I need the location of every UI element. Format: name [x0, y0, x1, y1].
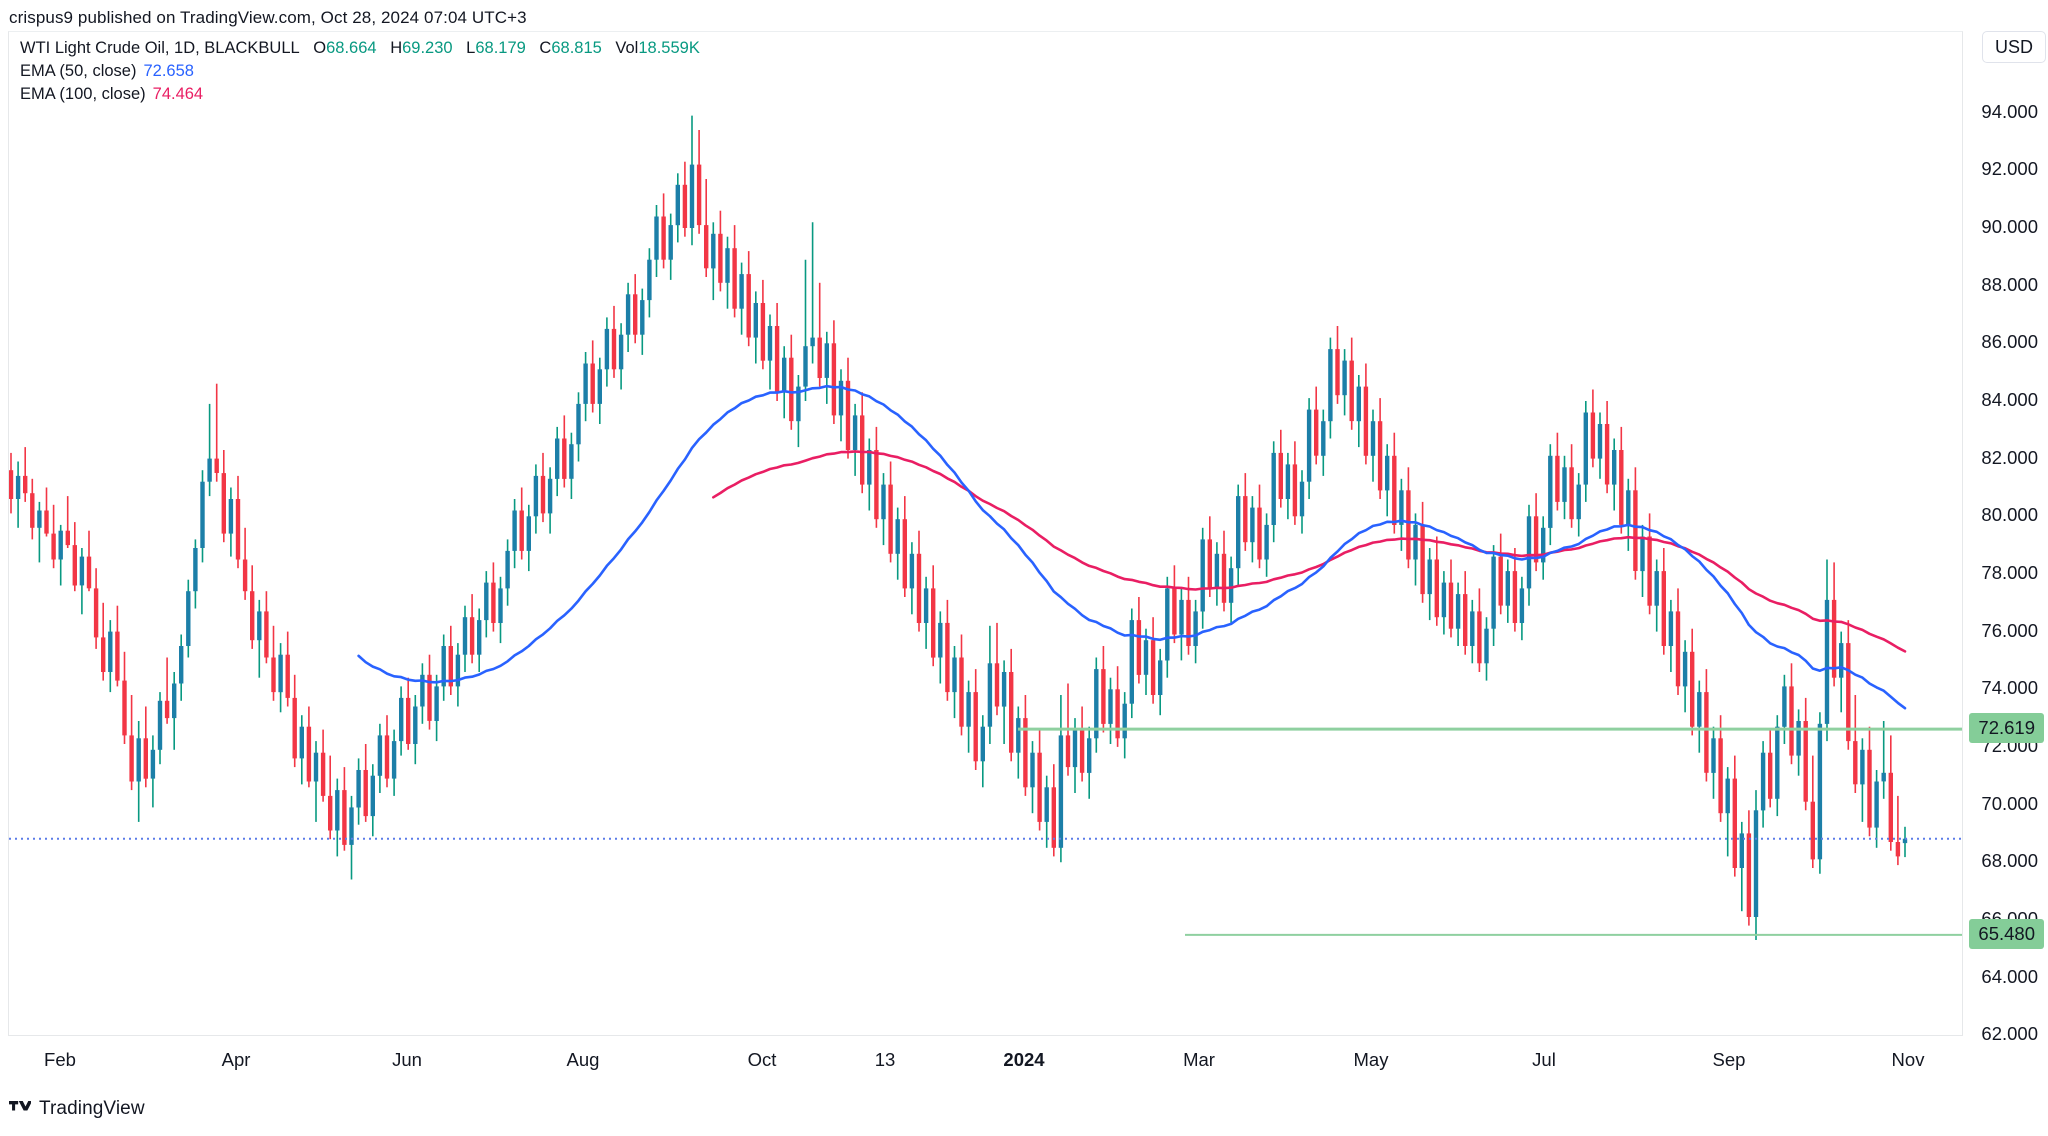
ema100-line: [712, 450, 1907, 653]
legend-ema50-value: 72.658: [143, 62, 194, 80]
tradingview-logo[interactable]: TradingView: [9, 1098, 145, 1120]
chart-plot-area[interactable]: [8, 31, 1963, 1065]
price-tick-label: 84.000: [1981, 388, 2038, 410]
price-tick-label: 92.000: [1981, 158, 2038, 180]
time-axis[interactable]: Feb Apr Jun Aug Oct 13 2024 Mar May Jul Sep Nov: [8, 1035, 1963, 1093]
legend-symbol-row[interactable]: WTI Light Crude Oil, 1D, BLACKBULL O68.6…: [20, 38, 700, 59]
legend-close-label: C: [539, 39, 552, 57]
legend-open-value: 68.664: [326, 39, 377, 57]
time-tick-label: Apr: [221, 1049, 251, 1070]
legend-ema50-row[interactable]: EMA (50, close) 72.658: [20, 61, 700, 82]
legend-ema50-name: EMA (50, close): [20, 62, 137, 80]
legend-low-label: L: [466, 39, 476, 57]
publisher-byline: crispus9 published on TradingView.com, O…: [9, 8, 527, 27]
legend-high-label: H: [390, 39, 403, 57]
time-tick-label: 13: [874, 1049, 896, 1070]
tradingview-wordmark: TradingView: [39, 1098, 145, 1119]
legend-close-value: 68.815: [551, 39, 602, 57]
time-tick-label: Oct: [747, 1049, 777, 1070]
time-tick-label: Mar: [1183, 1049, 1215, 1070]
price-tick-label: 86.000: [1981, 331, 2038, 353]
legend-low-value: 68.179: [475, 39, 526, 57]
price-tick-label: 90.000: [1981, 216, 2038, 238]
candlestick-plot: [9, 115, 1962, 940]
price-tick-label: 88.000: [1981, 273, 2038, 295]
price-tick-label: 80.000: [1981, 504, 2038, 526]
legend-volume-value: 18.559: [638, 39, 689, 57]
ema50-line: [357, 384, 1907, 710]
price-axis[interactable]: 96.00094.00092.00090.00088.00086.00084.0…: [1964, 31, 2048, 1065]
legend-symbol: WTI Light Crude Oil, 1D, BLACKBULL: [20, 39, 300, 57]
price-tick-label: 78.000: [1981, 561, 2038, 583]
legend-volume-unit: K: [688, 39, 700, 57]
chart-legend: WTI Light Crude Oil, 1D, BLACKBULL O68.6…: [20, 38, 700, 107]
time-tick-label: Sep: [1712, 1049, 1746, 1070]
price-tick-label: 62.000: [1981, 1023, 2038, 1045]
legend-ema100-name: EMA (100, close): [20, 85, 146, 103]
legend-high-value: 69.230: [402, 39, 453, 57]
time-tick-label: Feb: [44, 1049, 76, 1070]
legend-volume-label: Vol: [615, 39, 639, 57]
price-tick-label: 64.000: [1981, 965, 2038, 987]
time-tick-label: Jun: [392, 1049, 422, 1070]
price-tick-label: 82.000: [1981, 446, 2038, 468]
price-tick-label: 76.000: [1981, 619, 2038, 641]
time-tick-label: Aug: [566, 1049, 600, 1070]
price-tick-label: 68.000: [1981, 850, 2038, 872]
legend-open-label: O: [313, 39, 327, 57]
time-tick-label: Jul: [1532, 1049, 1556, 1070]
legend-ema100-value: 74.464: [152, 85, 204, 103]
currency-badge[interactable]: USD: [1982, 31, 2047, 63]
price-tick-label: 74.000: [1981, 677, 2038, 699]
price-tick-label: 94.000: [1981, 100, 2038, 122]
time-tick-label: 2024: [1003, 1049, 1045, 1070]
time-tick-label: May: [1353, 1049, 1389, 1070]
price-tick-label: 70.000: [1981, 792, 2038, 814]
tradingview-mark-icon: [9, 1101, 31, 1111]
legend-ema100-row[interactable]: EMA (100, close) 74.464: [20, 84, 700, 105]
candle-series: [9, 115, 1908, 940]
price-level-badge[interactable]: 72.619: [1969, 713, 2044, 744]
time-tick-label: Nov: [1891, 1049, 1925, 1070]
price-level-badge[interactable]: 65.480: [1969, 918, 2044, 949]
